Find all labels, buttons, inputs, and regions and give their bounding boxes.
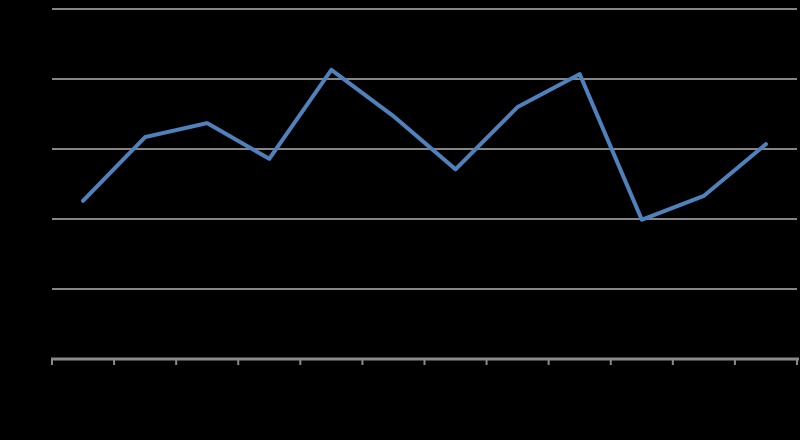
data-series-line [81, 67, 768, 222]
